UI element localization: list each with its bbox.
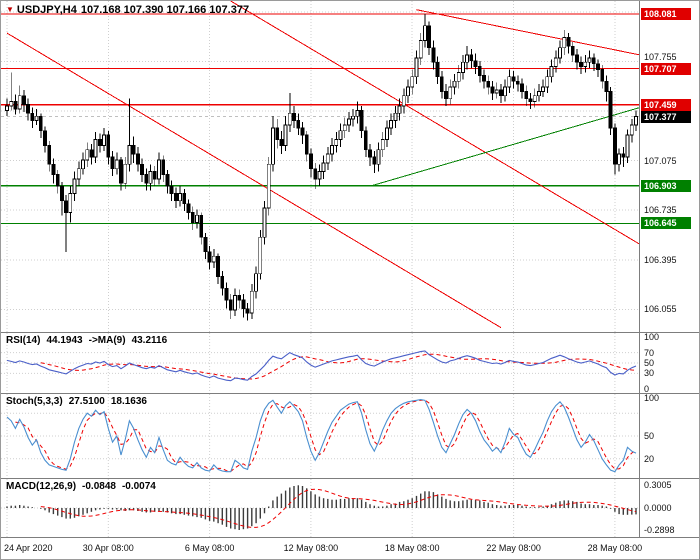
price-label: 106.735 <box>644 205 677 216</box>
macd-label: MACD(12,26,9) <box>6 481 77 492</box>
rsi-ma-label: ->MA(9) <box>88 335 126 346</box>
main-chart-panel[interactable]: ▼ USDJPY,H4 107.168 107.390 107.166 107.37… <box>1 1 639 332</box>
chart-ohlc-quotes: 107.168 107.390 107.166 107.377 <box>80 4 250 16</box>
panel-separator <box>1 393 699 394</box>
panel-separator <box>1 537 699 538</box>
rsi-canvas[interactable] <box>1 333 639 393</box>
stoch-header: Stoch(5,3,3) 27.5100 18.1636 <box>6 396 153 407</box>
rsi-label: RSI(14) <box>6 335 41 346</box>
macd-signal-value: -0.0074 <box>121 481 156 492</box>
time-axis-label: 18 May 08:00 <box>384 543 440 553</box>
rsi-ma-value: 43.2116 <box>131 335 168 346</box>
price-scale-main[interactable]: 108.081 107.755 107.707 107.459 107.377 107.0… <box>640 1 699 332</box>
price-label: 107.075 <box>644 155 677 166</box>
price-label: 106.903 <box>641 179 691 192</box>
macd-canvas[interactable] <box>1 479 639 537</box>
symbol-icon: ▼ <box>6 5 14 14</box>
price-label: 50 <box>644 431 655 441</box>
price-label: 107.707 <box>641 62 691 75</box>
stoch-d-value: 18.1636 <box>110 396 147 407</box>
price-label: 0.0000 <box>644 503 672 513</box>
panel-separator <box>1 332 699 333</box>
price-label: 20 <box>644 453 655 464</box>
price-label: 0.3005 <box>644 480 672 491</box>
price-label: 106.395 <box>644 254 677 265</box>
price-label: 50 <box>644 358 655 368</box>
chart-title: ▼ USDJPY,H4 107.168 107.390 107.166 107.37… <box>6 4 253 16</box>
panel-separator <box>1 478 699 479</box>
main-chart-canvas[interactable] <box>1 1 639 332</box>
price-label: 107.459 <box>641 98 691 111</box>
time-axis-label: 24 Apr 2020 <box>4 543 53 553</box>
price-label: 107.755 <box>644 51 677 62</box>
price-label: 0 <box>644 384 650 394</box>
time-axis[interactable]: 24 Apr 2020 30 Apr 08:00 6 May 08:00 12 … <box>1 538 699 559</box>
stoch-panel[interactable]: Stoch(5,3,3) 27.5100 18.1636 <box>1 394 639 478</box>
price-label: 100 <box>644 332 660 342</box>
price-label: 108.081 <box>641 8 691 20</box>
time-axis-label: 6 May 08:00 <box>184 543 235 553</box>
time-axis-label: 28 May 08:00 <box>587 543 643 553</box>
price-scale-rsi[interactable]: 100 70 50 30 0 <box>640 332 699 394</box>
stoch-canvas[interactable] <box>1 394 639 478</box>
time-axis-label: 30 Apr 08:00 <box>82 543 134 553</box>
macd-header: MACD(12,26,9) -0.0848 -0.0074 <box>6 481 162 492</box>
rsi-value: 44.1943 <box>46 335 83 346</box>
scale-divider <box>639 1 640 538</box>
chart-symbol-timeframe: USDJPY,H4 <box>16 4 77 16</box>
rsi-panel[interactable]: RSI(14) 44.1943 ->MA(9) 43.2116 <box>1 333 639 393</box>
price-label: 100 <box>644 393 660 403</box>
stoch-k-value: 27.5100 <box>68 396 105 407</box>
price-label: 70 <box>644 347 655 358</box>
price-label: -0.2898 <box>644 524 675 535</box>
macd-panel[interactable]: MACD(12,26,9) -0.0848 -0.0074 <box>1 479 639 537</box>
price-label: 106.055 <box>644 304 677 315</box>
price-label: 106.645 <box>641 217 691 230</box>
time-axis-label: 12 May 08:00 <box>283 543 339 553</box>
price-label: 30 <box>644 368 655 379</box>
time-axis-label: 22 May 08:00 <box>486 543 541 553</box>
price-scale-macd[interactable]: 0.3005 0.0000 -0.2898 <box>640 479 699 537</box>
rsi-header: RSI(14) 44.1943 ->MA(9) 43.2116 <box>6 335 173 346</box>
stoch-label: Stoch(5,3,3) <box>6 396 63 407</box>
macd-value: -0.0848 <box>82 481 116 492</box>
price-label: 107.377 <box>641 110 691 123</box>
price-scale-stoch[interactable]: 100 50 20 <box>640 393 699 478</box>
